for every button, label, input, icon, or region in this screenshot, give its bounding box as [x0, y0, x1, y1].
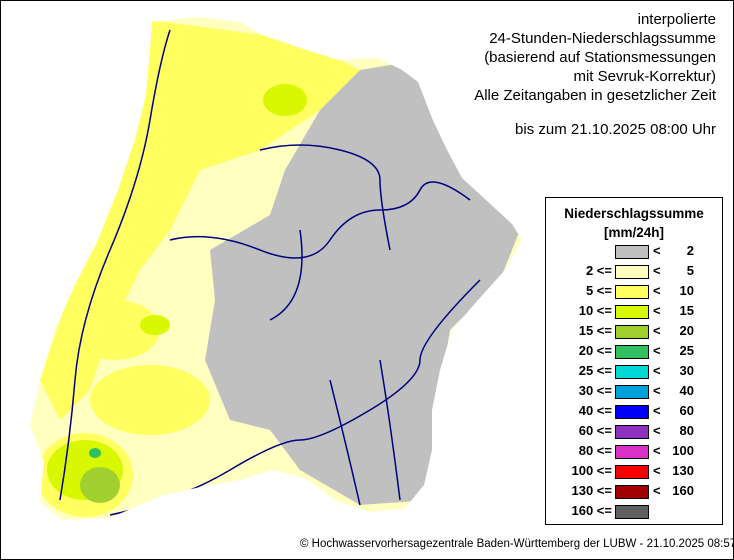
legend-lower-bound: 40 <= [578, 403, 612, 418]
legend-upper-bound: 10 [679, 283, 694, 298]
legend-less-than: < [653, 443, 661, 458]
legend-class: 40 <= < 60 [546, 401, 722, 421]
legend-less-than: < [653, 403, 661, 418]
legend-less-than: < [653, 343, 661, 358]
legend-upper-bound: 160 [672, 483, 694, 498]
area-20-25mm [89, 448, 101, 458]
legend-class: 15 <= < 20 [546, 321, 722, 341]
legend-less-than: < [653, 303, 661, 318]
legend-swatch [615, 445, 649, 459]
legend-swatch [615, 385, 649, 399]
area-10-15mm [263, 84, 307, 116]
legend-swatch [615, 245, 649, 259]
river-network [59, 29, 481, 516]
legend-upper-bound: 2 [686, 243, 694, 258]
legend-lower-bound: 160 <= [571, 503, 613, 518]
legend-class: 80 <= < 100 [546, 441, 722, 461]
title-line: (basierend auf Stationsmessungen [484, 49, 716, 66]
legend-swatch [615, 425, 649, 439]
legend-swatch [615, 305, 649, 319]
legend-less-than: < [653, 283, 661, 298]
legend-lower-bound: 30 <= [578, 383, 612, 398]
legend-swatch [615, 325, 649, 339]
legend-upper-bound: 30 [679, 363, 694, 378]
legend-less-than: < [653, 463, 661, 478]
legend-class: 5 <= < 10 [546, 281, 722, 301]
legend-upper-bound: 20 [679, 323, 694, 338]
legend-swatch [615, 365, 649, 379]
legend-swatch [615, 265, 649, 279]
period-label: bis zum 21.10.2025 08:00 Uhr [515, 121, 716, 138]
legend-upper-bound: 130 [672, 463, 694, 478]
legend-lower-bound: 25 <= [578, 363, 612, 378]
legend-lower-bound: 60 <= [578, 423, 612, 438]
area-15-20mm [80, 467, 120, 503]
legend-class: 100 <= < 130 [546, 461, 722, 481]
legend-heading: Niederschlagssumme [564, 206, 704, 221]
legend-lower-bound: 5 <= [585, 283, 612, 298]
legend-less-than: < [653, 363, 661, 378]
legend-class: 30 <= < 40 [546, 381, 722, 401]
map-title: interpolierte 24-Stunden-Niederschlagssu… [474, 10, 716, 105]
legend-class: 20 <= < 25 [546, 341, 722, 361]
legend-upper-bound: 25 [679, 343, 694, 358]
legend-class: 25 <= < 30 [546, 361, 722, 381]
legend-unit: [mm/24h] [603, 225, 664, 240]
legend-class: 130 <= < 160 [546, 481, 722, 501]
legend-less-than: < [653, 423, 661, 438]
legend-lower-bound: 10 <= [578, 303, 612, 318]
area-5-10mm [90, 365, 210, 435]
legend-upper-bound: 80 [679, 423, 694, 438]
area-5-10mm [40, 20, 360, 420]
legend-class: < 2 [546, 241, 722, 261]
legend-lower-bound: 20 <= [578, 343, 612, 358]
title-line: mit Sevruk-Korrektur) [573, 68, 716, 85]
area-10-15mm [140, 315, 170, 335]
legend-less-than: < [653, 483, 661, 498]
legend-swatch [615, 345, 649, 359]
legend-less-than: < [653, 243, 661, 258]
legend-class: 60 <= < 80 [546, 421, 722, 441]
legend-upper-bound: 15 [679, 303, 694, 318]
legend-less-than: < [653, 263, 661, 278]
legend-swatch [615, 505, 649, 519]
legend-upper-bound: 60 [679, 403, 694, 418]
legend-swatch [615, 285, 649, 299]
legend-class: 160 <= [546, 501, 722, 521]
legend-lower-bound: 15 <= [578, 323, 612, 338]
legend-upper-bound: 100 [672, 443, 694, 458]
legend-upper-bound: 40 [679, 383, 694, 398]
legend-class: 10 <= < 15 [546, 301, 722, 321]
title-line: Alle Zeitangaben in gesetzlicher Zeit [474, 87, 716, 104]
legend-less-than: < [653, 323, 661, 338]
legend-lower-bound: 100 <= [571, 463, 613, 478]
legend-less-than: < [653, 383, 661, 398]
legend-swatch [615, 485, 649, 499]
title-line: 24-Stunden-Niederschlagssumme [489, 30, 716, 47]
area-below-2mm [205, 60, 520, 505]
legend-lower-bound: 80 <= [578, 443, 612, 458]
copyright-footer: © Hochwasservorhersagezentrale Baden-Wür… [300, 538, 734, 550]
legend-upper-bound: 5 [686, 263, 694, 278]
legend-lower-bound: 2 <= [585, 263, 612, 278]
legend-class: 2 <= < 5 [546, 261, 722, 281]
legend-lower-bound: 130 <= [571, 483, 613, 498]
legend-swatch [615, 465, 649, 479]
title-line: interpolierte [637, 11, 716, 28]
area-5-10mm [70, 300, 160, 360]
legend-swatch [615, 405, 649, 419]
